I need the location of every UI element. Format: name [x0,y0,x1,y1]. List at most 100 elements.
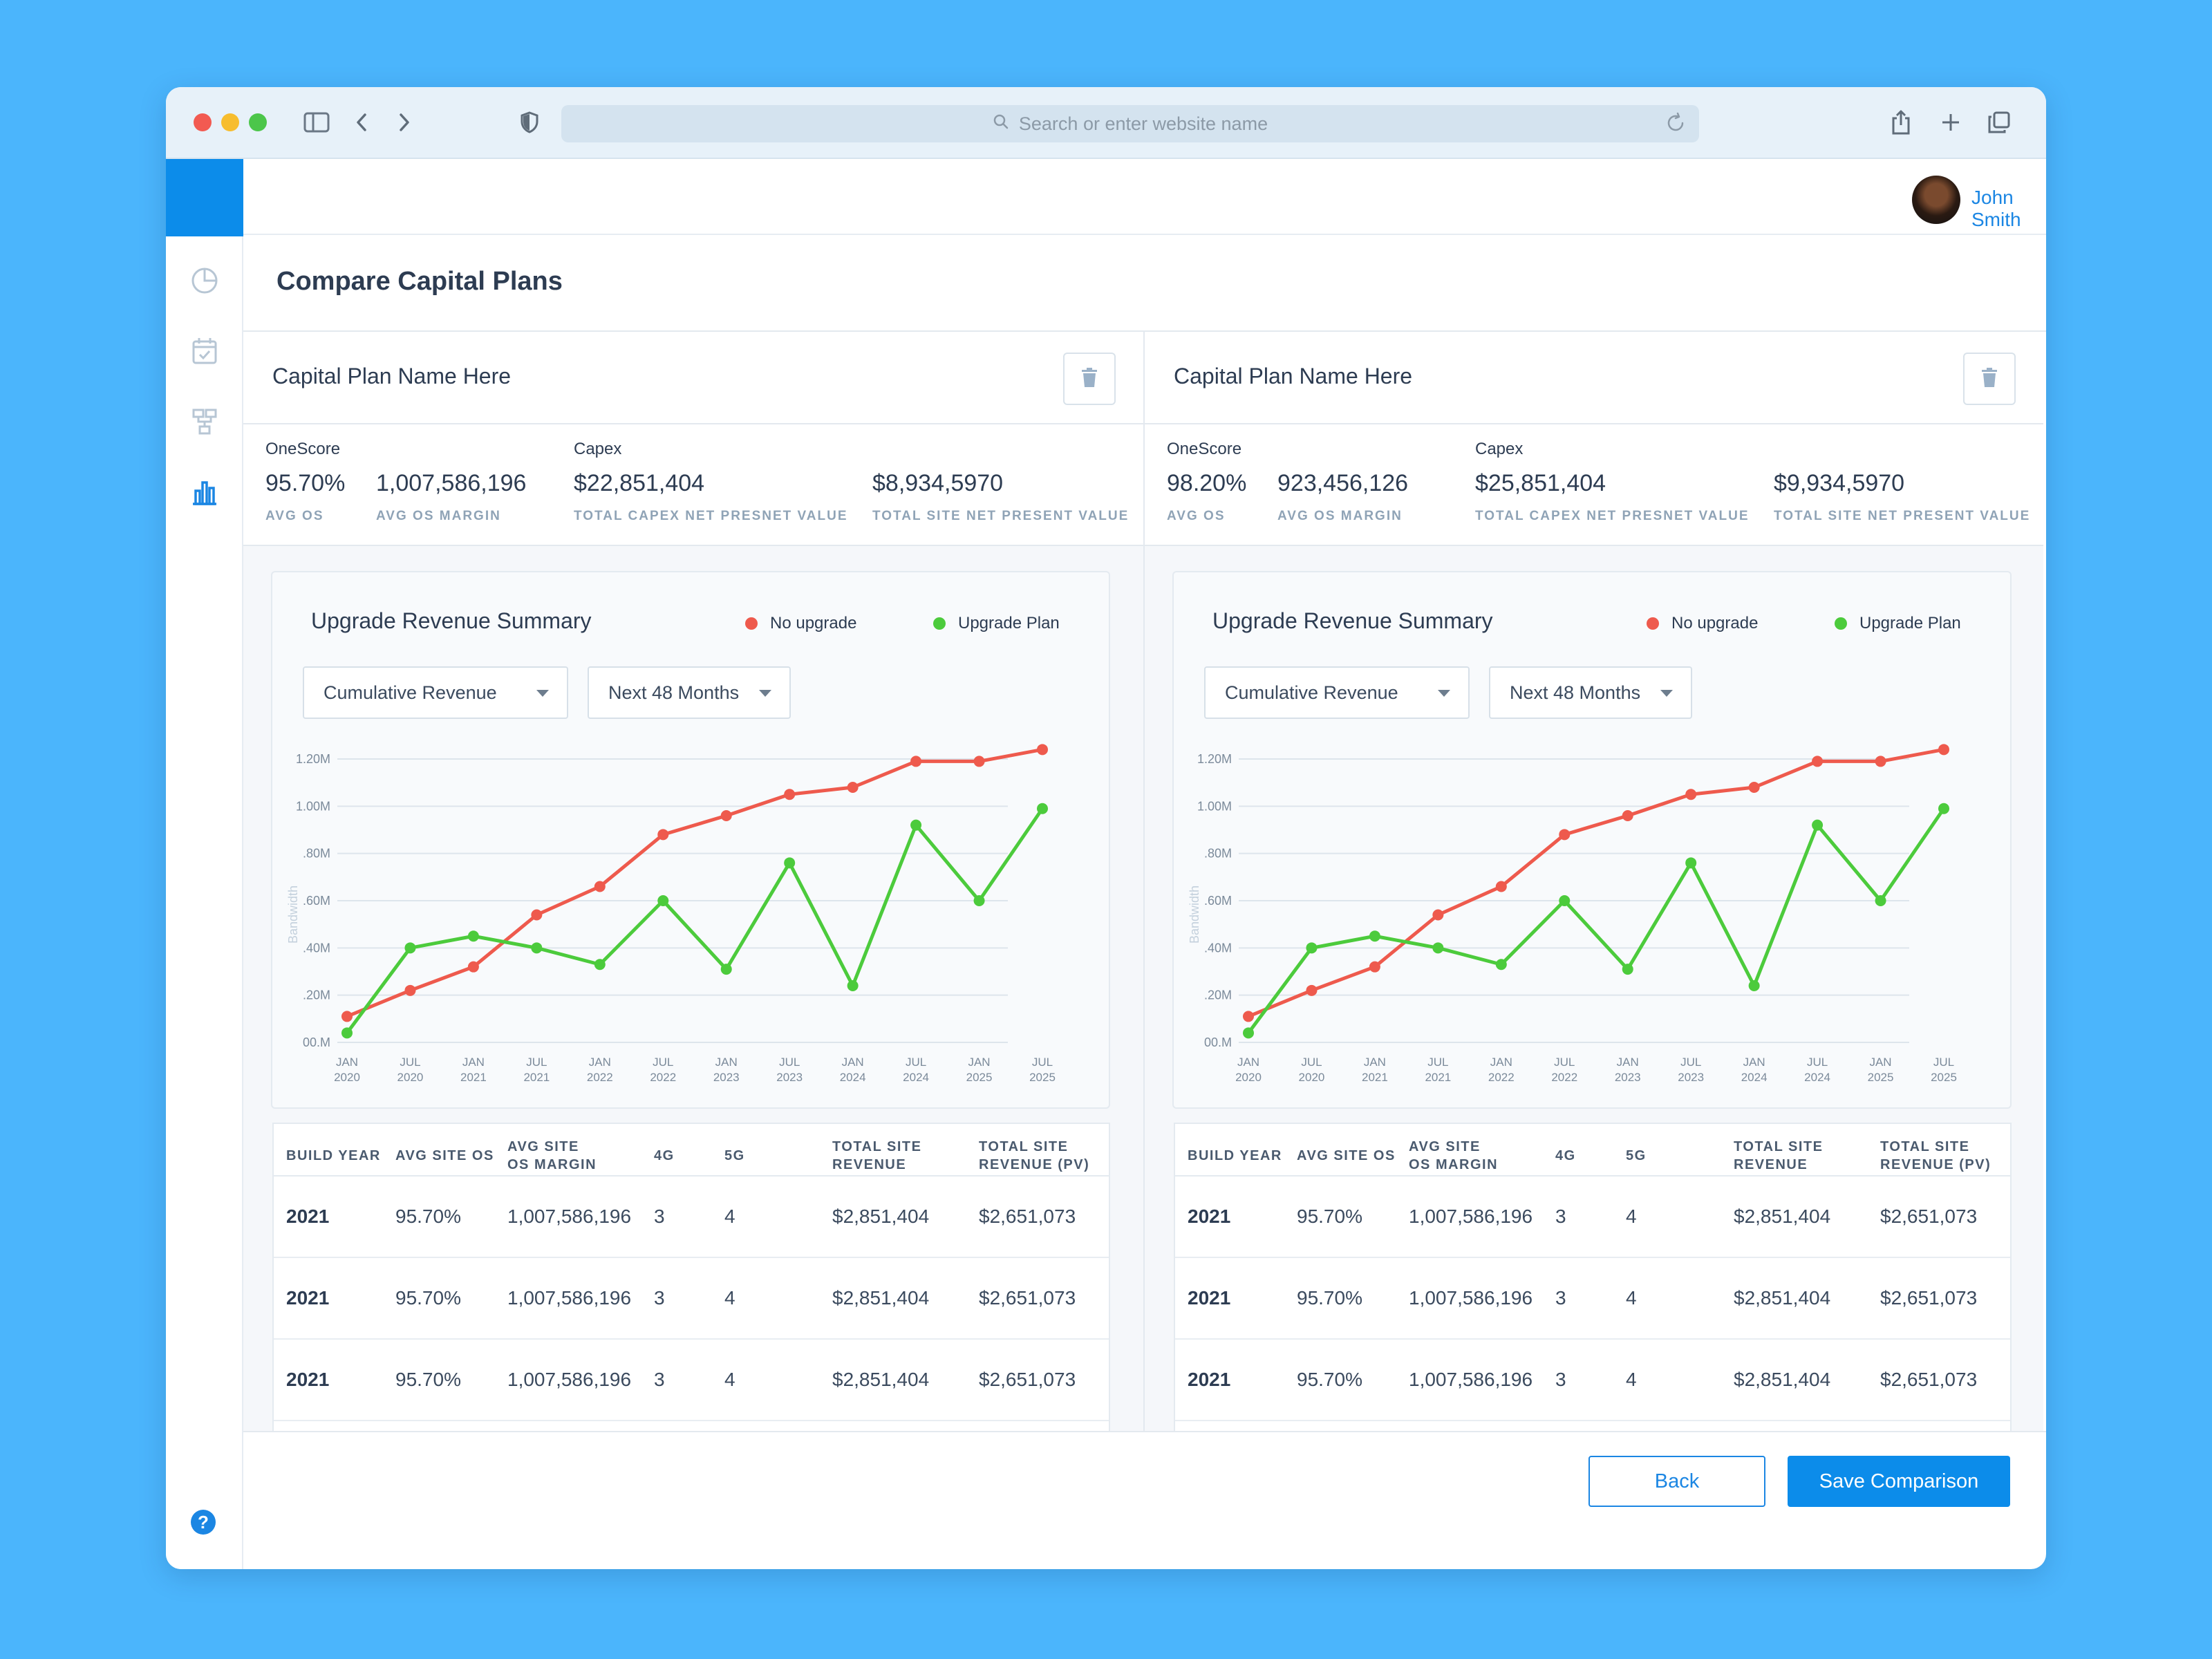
trash-icon [1980,367,1998,391]
x-tick-label: 2022 [1488,1071,1515,1084]
range-dropdown[interactable]: Next 48 Months [1489,666,1692,719]
avg-os-value: 95.70% [265,470,346,496]
column-header[interactable]: AVG SITE OS MARGIN [507,1139,597,1172]
data-point [973,756,985,767]
avg-os-margin-label: AVG OS MARGIN [376,509,501,523]
column-header[interactable]: AVG SITE OS [395,1148,494,1163]
maximize-window-button[interactable] [249,113,267,131]
table-cell: 95.70% [1297,1369,1362,1390]
column-header[interactable]: 4G [654,1148,675,1163]
delete-plan-button[interactable] [1963,353,2016,405]
calendar-check-icon[interactable] [188,335,221,368]
table-cell: 95.70% [395,1287,461,1309]
caret-down-icon [759,690,771,697]
x-tick-label: 2021 [460,1071,487,1084]
x-tick-label: 2022 [1551,1071,1577,1084]
onescore-label: OneScore [1167,440,1242,458]
y-tick-label: 1.20M [1197,752,1232,766]
x-tick-label: JUL [1680,1056,1701,1069]
user-name[interactable]: John Smith [1971,187,2021,230]
reload-icon[interactable] [1665,112,1687,139]
x-tick-label: 2025 [1029,1071,1056,1084]
plan-name: Capital Plan Name Here [272,364,512,388]
close-window-button[interactable] [194,113,212,131]
pie-chart-icon[interactable] [188,264,221,297]
column-header[interactable]: TOTAL SITE REVENUE [832,1139,922,1172]
data-point [1748,782,1760,793]
total-site-npv-label: TOTAL SITE NET PRESENT VALUE [872,509,1130,523]
tabs-overview-icon[interactable] [1985,108,2013,137]
column-header[interactable]: TOTAL SITE REVENUE (PV) [979,1139,1090,1172]
minimize-window-button[interactable] [221,113,239,131]
avg-os-margin-value: 923,456,126 [1277,470,1409,496]
x-tick-label: 2020 [397,1071,424,1084]
avg-os-margin-value: 1,007,586,196 [376,470,527,496]
legend-swatch [745,617,758,630]
data-point [341,1011,353,1022]
table-cell: 95.70% [1297,1287,1362,1309]
hierarchy-icon[interactable] [188,405,221,438]
build-year-table: BUILD YEAR AVG SITE OS AVG SITE OS MARGIN 4… [1174,1123,2012,1431]
plan-header: Capital Plan Name Here [243,332,1143,424]
x-tick-label: 2021 [523,1071,550,1084]
onescore-label: OneScore [265,440,341,458]
column-header[interactable]: BUILD YEAR [286,1148,381,1163]
range-dropdown[interactable]: Next 48 Months [588,666,791,719]
page-title: Compare Capital Plans [276,267,563,296]
table-cell: $2,651,073 [1880,1287,1978,1309]
data-point [1685,857,1697,869]
share-icon[interactable] [1887,108,1915,137]
forward-nav-icon[interactable] [394,108,415,137]
back-nav-icon[interactable] [351,108,372,137]
column-header[interactable]: AVG SITE OS MARGIN [1409,1139,1499,1172]
capex-label: Capex [1475,440,1524,458]
data-point [1306,942,1318,954]
column-header[interactable]: AVG SITE OS [1297,1148,1396,1163]
save-comparison-button[interactable]: Save Comparison [1788,1456,2010,1507]
column-header[interactable]: 4G [1555,1148,1576,1163]
series-line [1246,807,1946,1035]
data-point [341,1027,353,1039]
table-cell: $2,651,073 [1880,1206,1978,1227]
column-header[interactable]: 5G [1626,1148,1647,1163]
help-icon[interactable]: ? [191,1510,216,1535]
sidebar-toggle-icon[interactable] [301,108,332,137]
column-header[interactable]: TOTAL SITE REVENUE (PV) [1880,1139,1991,1172]
new-tab-icon[interactable] [1937,108,1965,137]
table-row[interactable]: 202195.70%1,007,586,19634$2,851,404$2,65… [274,1421,1109,1431]
column-header[interactable]: BUILD YEAR [1188,1148,1282,1163]
metric-dropdown[interactable]: Cumulative Revenue [303,666,568,719]
x-tick-label: 2023 [713,1071,740,1084]
y-tick-label: .20M [1204,988,1232,1002]
x-tick-label: 2020 [1235,1071,1262,1084]
y-tick-label: 1.00M [1197,799,1232,813]
plan-name: Capital Plan Name Here [1174,364,1413,388]
table-row[interactable]: 202195.70%1,007,586,19634$2,851,404$2,65… [1175,1421,2010,1431]
x-tick-label: JUL [400,1056,420,1069]
table-cell: $2,851,404 [832,1287,930,1309]
bar-chart-icon[interactable] [188,476,221,509]
column-header[interactable]: TOTAL SITE REVENUE [1734,1139,1824,1172]
address-bar[interactable]: Search or enter website name [561,105,1699,142]
x-tick-label: JUL [1032,1056,1053,1069]
table-cell: 3 [654,1206,665,1227]
back-button[interactable]: Back [1588,1456,1765,1507]
avatar[interactable] [1912,176,1960,224]
table-cell: 95.70% [395,1369,461,1390]
column-header[interactable]: 5G [724,1148,745,1163]
legend-item: Upgrade Plan [1835,614,1961,633]
delete-plan-button[interactable] [1063,353,1116,405]
table-cell: 1,007,586,196 [1409,1287,1533,1309]
y-axis-label: Bandwidth [1188,885,1201,944]
metric-dropdown[interactable]: Cumulative Revenue [1204,666,1470,719]
total-site-npv-label: TOTAL SITE NET PRESENT VALUE [1774,509,2031,523]
shield-icon[interactable] [517,108,542,137]
app-logo[interactable] [166,159,243,236]
x-tick-label: JAN [715,1056,738,1069]
